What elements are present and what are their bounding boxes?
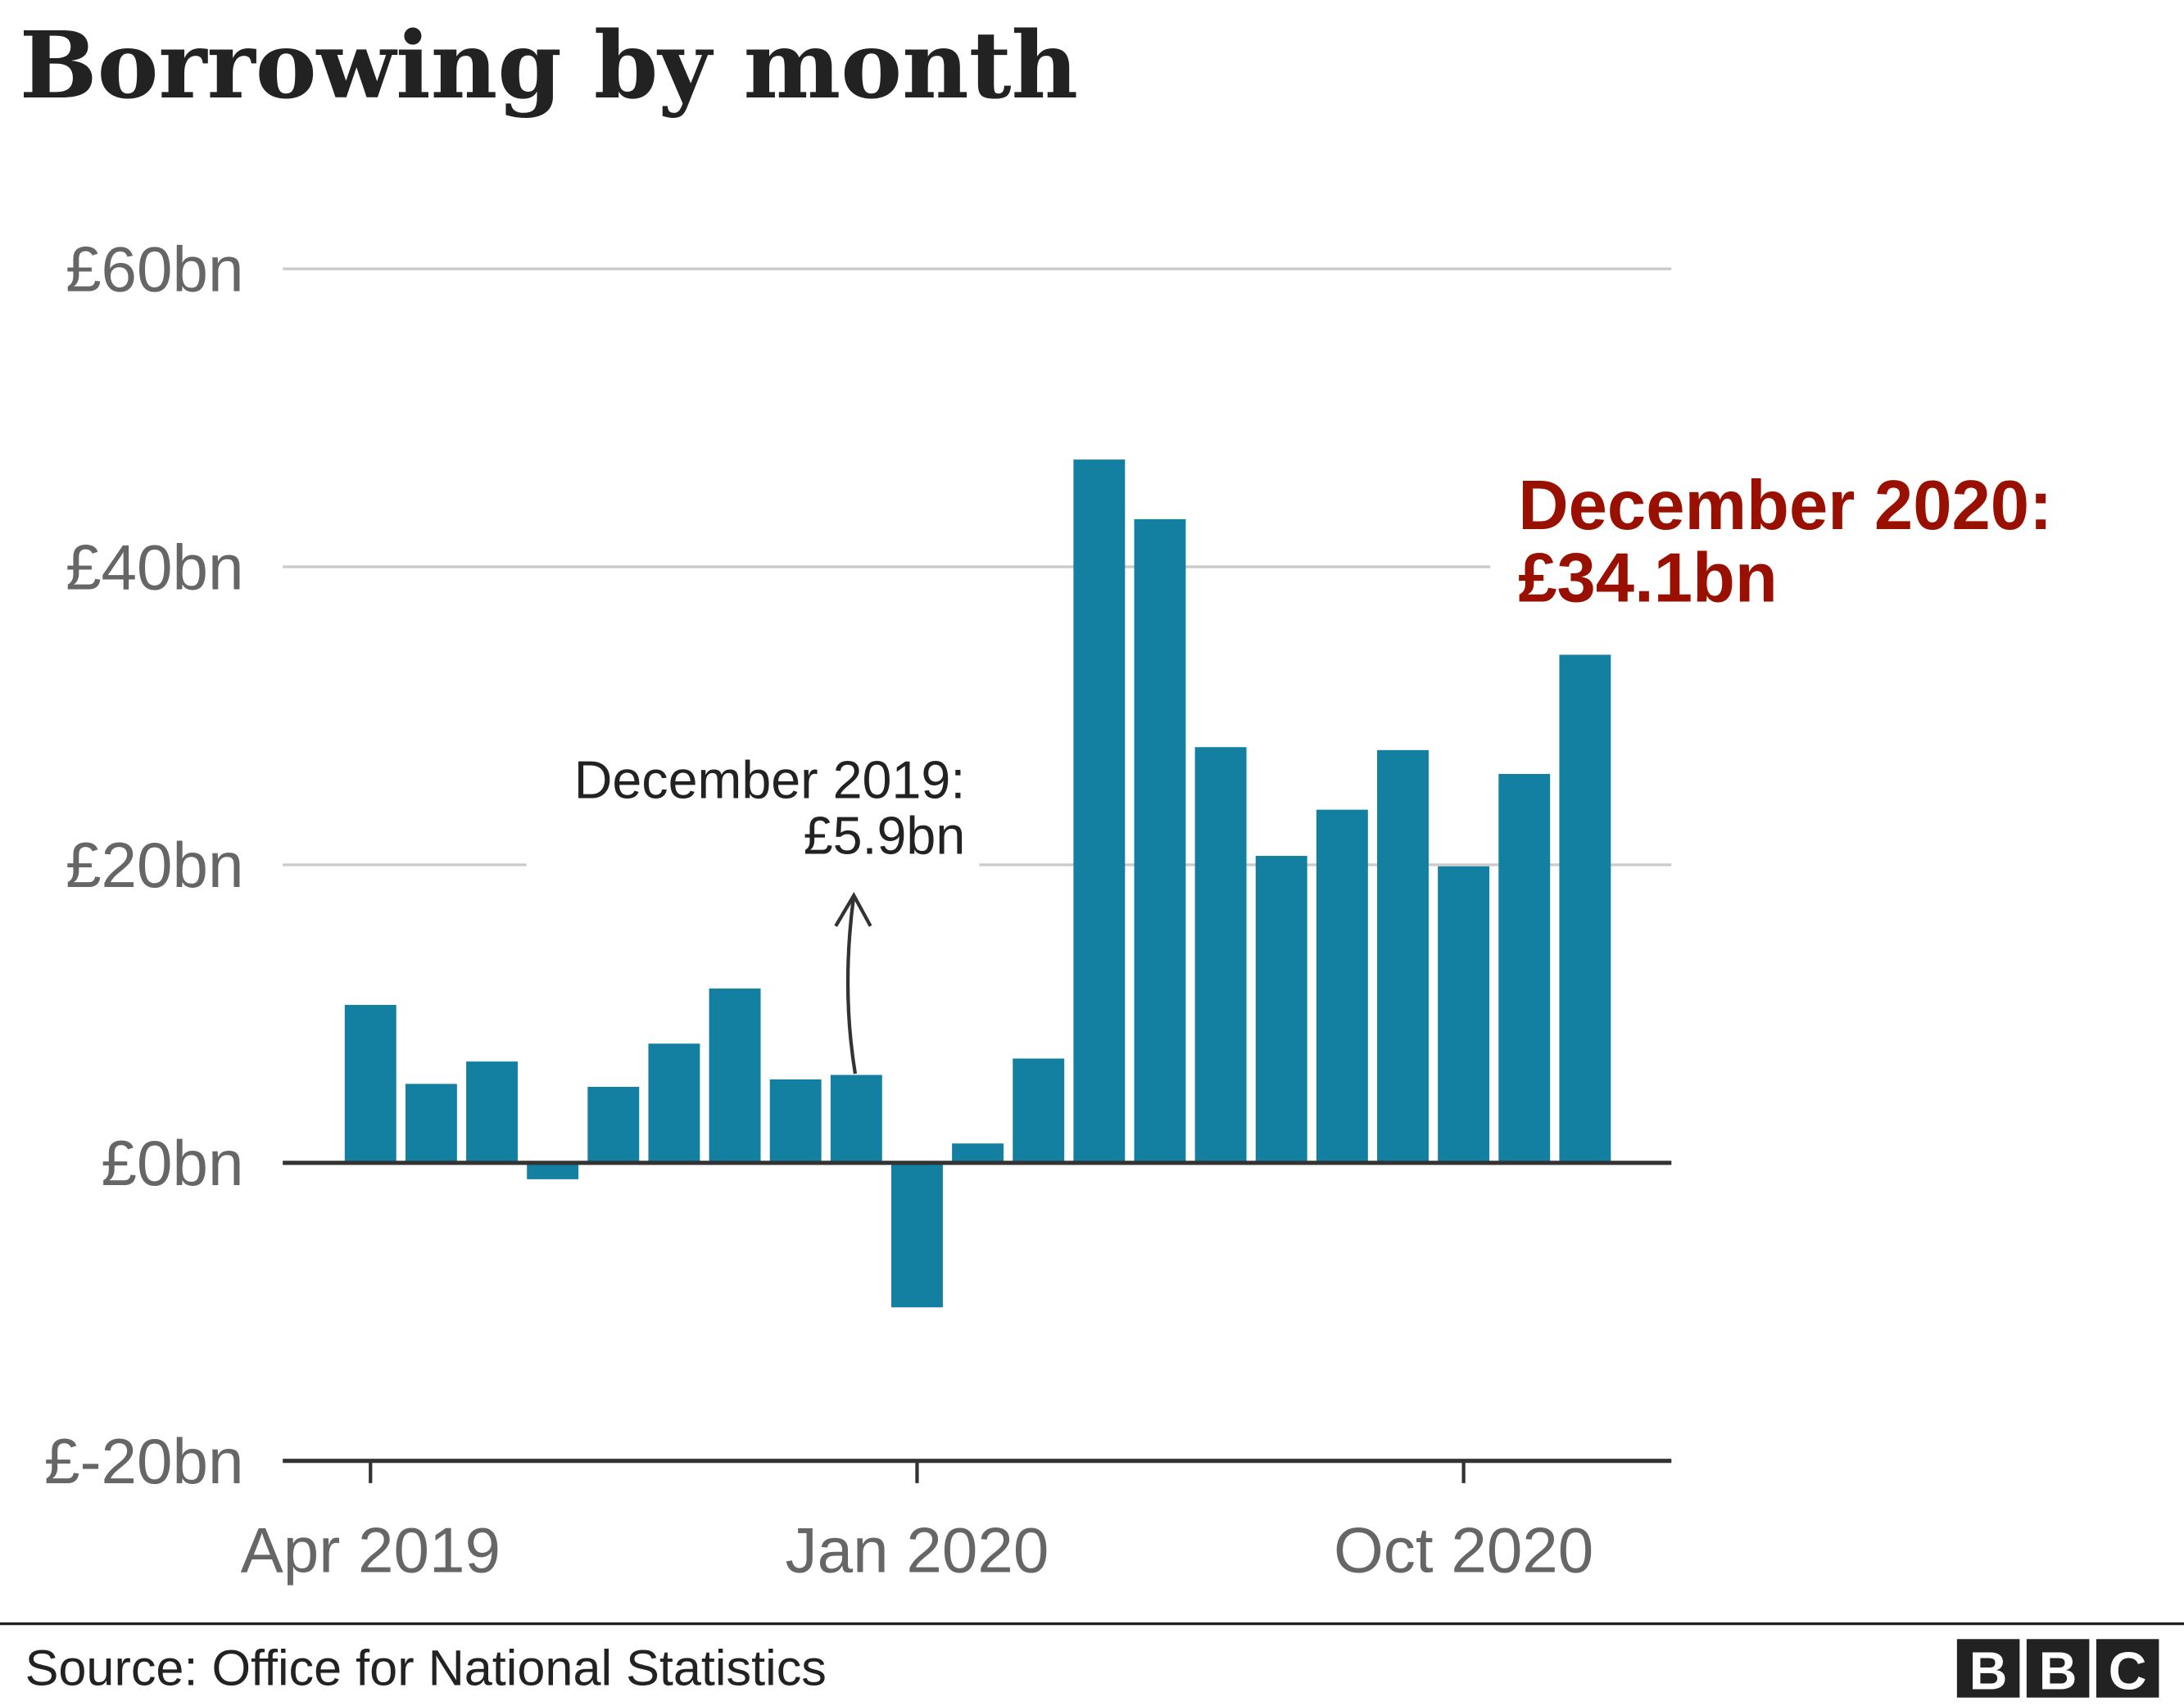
y-tick-label: £0bn — [102, 1127, 244, 1199]
bar-dec-2019 — [830, 1075, 882, 1163]
bar-jun-2019 — [466, 1061, 518, 1163]
x-tick-label: Apr 2019 — [241, 1514, 501, 1586]
bar-apr-2020 — [1073, 459, 1126, 1163]
bar-mar-2020 — [1013, 1058, 1065, 1163]
arrow-head-icon — [834, 892, 872, 927]
bbc-logo-block — [2096, 1639, 2159, 1698]
bar-aug-2020 — [1316, 809, 1368, 1163]
bar-sep-2020 — [1377, 749, 1429, 1163]
dec-2019-annotation-line2: £5.9bn — [804, 806, 966, 865]
bar-jul-2019 — [527, 1162, 579, 1179]
bar-nov-2020 — [1498, 773, 1551, 1163]
y-tick-label: £60bn — [66, 233, 243, 305]
bar-aug-2019 — [587, 1087, 640, 1163]
bbc-logo-block — [2026, 1639, 2090, 1698]
bar-apr-2019 — [344, 1004, 396, 1163]
x-tick-label: Jan 2020 — [786, 1514, 1049, 1586]
dec-2019-annotation-line1: December 2019: — [574, 750, 966, 809]
y-tick-label: £-20bn — [44, 1425, 244, 1497]
chart-title: Borrowing by month — [20, 12, 1078, 120]
y-tick-label: £20bn — [66, 829, 243, 901]
bar-jan-2020 — [890, 1162, 943, 1308]
annotation-arrow — [845, 895, 858, 1075]
bar-may-2019 — [405, 1084, 457, 1163]
bar-nov-2019 — [769, 1079, 822, 1163]
bar-oct-2020 — [1438, 866, 1490, 1163]
bar-oct-2019 — [709, 988, 761, 1163]
bbc-logo-block — [1956, 1639, 2020, 1698]
y-tick-label: £40bn — [66, 531, 243, 603]
bbc-logo-letter: B — [2039, 1642, 2078, 1701]
bar-feb-2020 — [952, 1143, 1004, 1163]
bar-may-2020 — [1134, 518, 1186, 1163]
bbc-logo-letter: C — [2109, 1642, 2147, 1701]
bar-sep-2019 — [648, 1043, 700, 1163]
x-tick-label: Oct 2020 — [1334, 1514, 1593, 1586]
dec-2020-annotation-line1: December 2020: — [1518, 467, 2052, 545]
bar-jul-2020 — [1255, 856, 1307, 1163]
bbc-logo-letter: B — [1969, 1642, 2008, 1701]
dec-2020-annotation-line2: £34.1bn — [1518, 540, 1778, 618]
bar-dec-2020 — [1559, 654, 1611, 1163]
source-text: Source: Office for National Statistics — [25, 1640, 827, 1695]
bar-jun-2020 — [1194, 747, 1247, 1163]
